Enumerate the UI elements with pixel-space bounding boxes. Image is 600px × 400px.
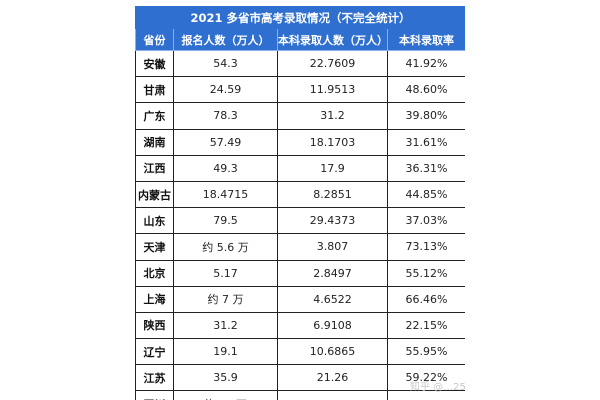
table-row: 辽宁 19.1 10.6865 55.95% [135, 338, 465, 366]
cell-province: 上海 [135, 285, 174, 313]
cell-province: 广东 [135, 102, 174, 130]
table-row: 广东 78.3 31.2 39.80% [135, 102, 465, 130]
cell-applicants: 约 5.6 万 [173, 233, 278, 261]
cell-province: 安徽 [135, 49, 174, 78]
cell-applicants: 57.49 [173, 128, 278, 156]
cell-applicants: 31.2 [173, 311, 278, 340]
cell-admitted: 8.2851 [277, 180, 388, 209]
cell-admitted: 22.7609 [277, 49, 388, 78]
cell-admitted: 2.8497 [277, 259, 388, 287]
cell-rate: 73.13% [386, 233, 465, 261]
cell-applicants: 约 7 万 [173, 285, 278, 313]
cell-province: 四川 [135, 390, 174, 400]
cell-province: 天津 [135, 233, 174, 261]
cell-applicants: 35.9 [173, 364, 278, 392]
cell-applicants: 约 70 万 [173, 390, 278, 400]
cell-rate: 30.88% [386, 390, 465, 400]
cell-rate: 66.46% [386, 285, 465, 313]
cell-applicants: 24.59 [173, 76, 278, 104]
header-applicants: 报名人数（万人） [173, 28, 278, 51]
table-row: 江苏 35.9 21.26 59.22% [135, 364, 465, 392]
cell-admitted: 4.6522 [277, 285, 388, 313]
cell-admitted: 18.1703 [277, 128, 388, 156]
table-row: 北京 5.17 2.8497 55.12% [135, 259, 465, 287]
cell-applicants: 18.4715 [173, 180, 278, 209]
cell-admitted: 21.616 [277, 390, 388, 400]
cell-applicants: 78.3 [173, 102, 278, 130]
table-body: 安徽 54.3 22.7609 41.92% 甘肃 24.59 11.9513 48.60% 广… [135, 49, 465, 400]
cell-rate: 36.31% [386, 154, 465, 182]
cell-province: 内蒙古 [135, 180, 174, 209]
cell-rate: 48.60% [386, 76, 465, 104]
cell-rate: 44.85% [386, 180, 465, 209]
cell-province: 江西 [135, 154, 174, 182]
table-title: 2021 多省市高考录取情况（不完全统计） [135, 6, 465, 29]
header-admitted: 本科录取人数（万人） [277, 28, 388, 51]
table-row: 陕西 31.2 6.9108 22.15% [135, 311, 465, 340]
cell-rate: 41.92% [386, 49, 465, 78]
cell-applicants: 19.1 [173, 338, 278, 366]
cell-province: 甘肃 [135, 76, 174, 104]
admission-table-container: 2021 多省市高考录取情况（不完全统计） 省份 报名人数（万人） 本科录取人数… [135, 6, 465, 400]
cell-applicants: 54.3 [173, 49, 278, 78]
cell-applicants: 49.3 [173, 154, 278, 182]
cell-rate: 37.03% [386, 207, 465, 235]
cell-province: 北京 [135, 259, 174, 287]
cell-rate: 39.80% [386, 102, 465, 130]
cell-admitted: 6.9108 [277, 311, 388, 340]
cell-rate: 22.15% [386, 311, 465, 340]
table-row: 内蒙古 18.4715 8.2851 44.85% [135, 180, 465, 209]
cell-rate: 31.61% [386, 128, 465, 156]
cell-province: 江苏 [135, 364, 174, 392]
cell-admitted: 29.4373 [277, 207, 388, 235]
header-rate: 本科录取率 [386, 28, 465, 51]
cell-admitted: 17.9 [277, 154, 388, 182]
table-row: 甘肃 24.59 11.9513 48.60% [135, 76, 465, 104]
table-row: 山东 79.5 29.4373 37.03% [135, 207, 465, 235]
table-header-row: 省份 报名人数（万人） 本科录取人数（万人） 本科录取率 [135, 28, 465, 51]
cell-province: 山东 [135, 207, 174, 235]
cell-admitted: 10.6865 [277, 338, 388, 366]
cell-applicants: 79.5 [173, 207, 278, 235]
cell-admitted: 11.9513 [277, 76, 388, 104]
cell-province: 湖南 [135, 128, 174, 156]
table-row: 天津约 5.6 万 3.807 73.13% [135, 233, 465, 261]
table-row: 上海约 7 万 4.6522 66.46% [135, 285, 465, 313]
cell-rate: 55.95% [386, 338, 465, 366]
cell-province: 陕西 [135, 311, 174, 340]
watermark: 知乎 @…25 [410, 382, 466, 393]
table-row: 安徽 54.3 22.7609 41.92% [135, 49, 465, 78]
cell-admitted: 21.26 [277, 364, 388, 392]
cell-admitted: 3.807 [277, 233, 388, 261]
cell-applicants: 5.17 [173, 259, 278, 287]
table-title-row: 2021 多省市高考录取情况（不完全统计） [135, 6, 465, 29]
cell-province: 辽宁 [135, 338, 174, 366]
cell-admitted: 31.2 [277, 102, 388, 130]
table-row: 江西 49.3 17.9 36.31% [135, 154, 465, 182]
cell-rate: 59.22% [386, 364, 465, 392]
table-row: 四川约 70 万21.61630.88% [135, 390, 465, 400]
header-province: 省份 [135, 28, 174, 51]
cell-rate: 55.12% [386, 259, 465, 287]
admission-table: 2021 多省市高考录取情况（不完全统计） 省份 报名人数（万人） 本科录取人数… [135, 6, 465, 400]
table-row: 湖南 57.49 18.1703 31.61% [135, 128, 465, 156]
